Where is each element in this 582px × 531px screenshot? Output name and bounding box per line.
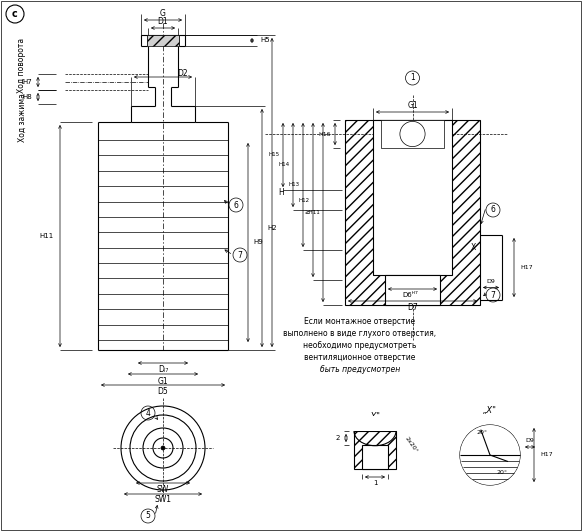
Bar: [354, 416, 396, 431]
Text: SW: SW: [157, 484, 169, 493]
Text: Если монтажное отверстие: Если монтажное отверстие: [304, 318, 416, 327]
Text: 2x20°: 2x20°: [404, 436, 419, 454]
Text: H5: H5: [260, 38, 269, 44]
Text: Dₗ₇: Dₗ₇: [158, 365, 168, 374]
Text: 4: 4: [146, 408, 150, 417]
Text: 6: 6: [491, 205, 495, 215]
Text: H7: H7: [22, 79, 32, 85]
Text: Y: Y: [415, 127, 420, 136]
Text: 7: 7: [237, 251, 243, 260]
Text: D9: D9: [526, 439, 534, 443]
Text: H13: H13: [289, 183, 300, 187]
Text: Ход поворота: Ход поворота: [17, 38, 27, 92]
Text: вентиляционное отверстие: вентиляционное отверстие: [304, 354, 416, 363]
Text: „Y": „Y": [369, 413, 381, 422]
Text: „X": „X": [483, 407, 497, 415]
Text: 7: 7: [491, 290, 495, 299]
Text: 1: 1: [410, 73, 415, 82]
Polygon shape: [460, 425, 520, 455]
Text: H12: H12: [299, 198, 310, 202]
Text: D2: D2: [178, 68, 189, 78]
Text: 2: 2: [336, 435, 340, 441]
Text: быть предусмотрен: быть предусмотрен: [320, 365, 400, 374]
Text: 6: 6: [233, 201, 239, 210]
Bar: [373, 120, 452, 275]
Text: G1: G1: [407, 101, 418, 110]
Text: H9: H9: [253, 239, 262, 245]
Text: D7: D7: [407, 303, 418, 312]
Text: 20°: 20°: [477, 431, 488, 435]
Text: H14: H14: [279, 162, 290, 167]
Text: G: G: [160, 10, 166, 19]
Text: H17: H17: [540, 452, 553, 458]
Bar: [354, 431, 396, 469]
Text: необходимо предусмотреть: необходимо предусмотреть: [303, 341, 417, 350]
Text: c: c: [12, 9, 18, 19]
Text: Ход зажима: Ход зажима: [17, 93, 27, 142]
Text: 5: 5: [146, 511, 150, 520]
Text: H15: H15: [269, 152, 280, 158]
Text: H8: H8: [22, 94, 32, 100]
Text: X: X: [471, 243, 476, 252]
Text: SW1: SW1: [154, 495, 172, 504]
Text: H: H: [278, 188, 284, 197]
Text: D5: D5: [158, 388, 168, 397]
Bar: [345, 120, 480, 305]
Text: G1: G1: [158, 376, 168, 386]
Text: 1: 1: [372, 480, 377, 486]
Text: H17: H17: [520, 265, 533, 270]
Text: H16: H16: [318, 132, 331, 136]
Text: ≥H11: ≥H11: [304, 210, 320, 215]
Text: D9: D9: [487, 279, 495, 284]
Polygon shape: [460, 455, 520, 485]
Bar: [362, 445, 388, 469]
Text: D1: D1: [158, 18, 168, 27]
Text: H2: H2: [267, 225, 276, 231]
Text: D6ᴴ⁷: D6ᴴ⁷: [403, 292, 418, 298]
Bar: [385, 275, 440, 305]
Bar: [147, 35, 179, 46]
Text: H11: H11: [40, 233, 54, 239]
Circle shape: [161, 446, 165, 450]
Text: 20°: 20°: [496, 470, 508, 475]
Text: выполнено в виде глухого отверстия,: выполнено в виде глухого отверстия,: [283, 330, 436, 338]
Bar: [381, 120, 444, 148]
